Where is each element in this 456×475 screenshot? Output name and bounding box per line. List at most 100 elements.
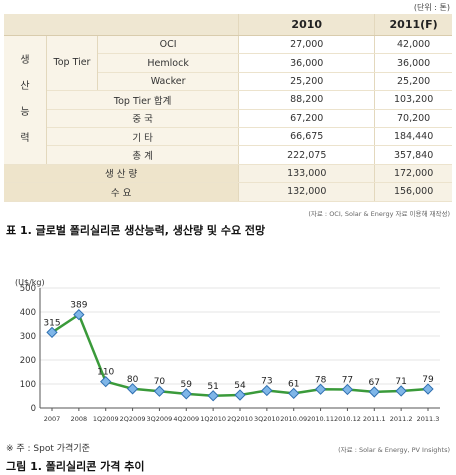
chart-caption: 그림 1. 폴리실리콘 가격 추이 — [6, 460, 145, 473]
table-header-row: 2010 2011(F) — [4, 14, 452, 36]
group-char: 력 — [20, 132, 30, 144]
cell-2010: 66,675 — [238, 127, 376, 147]
table-source: (자료 : OCI, Solar & Energy 자료 이용해 재작성) — [308, 210, 450, 218]
data-label: 315 — [43, 318, 60, 328]
data-label: 59 — [181, 380, 193, 390]
data-point — [234, 389, 246, 401]
header-2011: 2011(F) — [374, 14, 452, 36]
x-tick-label: 1Q2010 — [200, 415, 226, 423]
x-tick-label: 2010.11 — [307, 415, 334, 423]
top-tier-label: Top Tier — [46, 35, 98, 92]
data-point — [180, 388, 192, 400]
table-row: Wacker 25,200 25,200 — [4, 72, 452, 92]
x-tick-label: 2011.1 — [363, 415, 386, 423]
table-caption: 표 1. 글로벌 폴리실리콘 생산능력, 생산량 및 수요 전망 — [6, 224, 266, 237]
table-row: 생 산 량 133,000 172,000 — [4, 164, 452, 184]
data-point — [288, 387, 300, 400]
data-point — [341, 383, 354, 396]
data-point — [261, 384, 273, 397]
x-tick-label: 2011.3 — [417, 415, 440, 423]
cell-2011: 42,000 — [374, 35, 452, 55]
chart-source: (자료 : Solar & Energy, PV Insights) — [338, 446, 450, 454]
header-empty-cell — [4, 14, 240, 36]
data-label: 73 — [261, 376, 272, 386]
data-label: 61 — [288, 379, 299, 389]
row-label: 총 계 — [46, 145, 240, 165]
data-label: 77 — [342, 376, 353, 386]
y-tick-label: 0 — [31, 404, 36, 414]
x-tick-label: 1Q2009 — [93, 415, 119, 423]
cell-2010: 36,000 — [238, 53, 376, 73]
cell-2011: 25,200 — [374, 72, 452, 92]
cell-2010: 27,000 — [238, 35, 376, 55]
data-point — [395, 385, 407, 397]
cell-2011: 184,440 — [374, 127, 452, 147]
data-label: 389 — [70, 301, 87, 311]
x-tick-label: 3Q2009 — [147, 415, 173, 423]
data-point — [207, 390, 219, 402]
group-char: 생 — [20, 54, 30, 66]
data-label: 51 — [207, 382, 218, 392]
cell-2010: 25,200 — [238, 72, 376, 92]
group-char: 능 — [20, 106, 30, 118]
x-tick-label: 2007 — [44, 415, 61, 423]
header-2010: 2010 — [238, 14, 376, 36]
y-axis-label: (U$/kg) — [15, 278, 45, 287]
row-label: Hemlock — [97, 53, 240, 73]
cell-2011: 357,840 — [374, 145, 452, 165]
chart-note: ※ 주 : Spot 가격기준 — [6, 444, 90, 454]
x-tick-label: 4Q2009 — [173, 415, 199, 423]
capacity-table: 2010 2011(F) 생 산 능 력 Top Tier OCI 27,000… — [4, 14, 452, 202]
y-tick-label: 200 — [20, 356, 36, 366]
table-row: 총 계 222,075 357,840 — [4, 145, 452, 165]
data-label: 67 — [369, 378, 380, 388]
cell-2010: 67,200 — [238, 109, 376, 128]
cell-2010: 88,200 — [238, 90, 376, 110]
table-row: Top Tier 합계 88,200 103,200 — [4, 90, 452, 110]
data-point — [126, 383, 139, 395]
cell-2011: 172,000 — [374, 164, 452, 184]
cell-2010: 132,000 — [238, 182, 376, 202]
cell-2011: 70,200 — [374, 109, 452, 128]
data-point — [153, 385, 166, 397]
x-tick-label: 2Q2009 — [120, 415, 146, 423]
row-label: 생 산 량 — [4, 164, 240, 184]
data-label: 80 — [127, 375, 139, 385]
x-tick-label: 3Q2010 — [254, 415, 280, 423]
group-label-capacity: 생 산 능 력 — [4, 35, 47, 165]
x-tick-label: 2010.09 — [280, 415, 307, 423]
row-label: Wacker — [97, 72, 240, 92]
unit-note: (단위 : 톤) — [413, 3, 450, 12]
x-tick-label: 2008 — [71, 415, 88, 423]
data-point — [73, 308, 85, 321]
data-label: 54 — [234, 381, 246, 391]
row-label: 기 타 — [46, 127, 240, 147]
cell-2010: 133,000 — [238, 164, 376, 184]
cell-2011: 156,000 — [374, 182, 452, 202]
data-label: 70 — [154, 377, 166, 387]
y-tick-label: 300 — [20, 332, 36, 342]
data-label: 78 — [315, 375, 327, 385]
cell-2011: 36,000 — [374, 53, 452, 73]
data-point — [100, 375, 112, 388]
row-label: OCI — [97, 35, 240, 55]
data-point — [368, 386, 380, 398]
data-label: 71 — [395, 377, 406, 387]
x-tick-label: 2Q2010 — [227, 415, 253, 423]
row-label: Top Tier 합계 — [46, 90, 240, 110]
table-row: 기 타 66,675 184,440 — [4, 127, 452, 147]
y-tick-label: 500 — [20, 284, 36, 294]
data-label: 79 — [422, 375, 434, 385]
row-label: 수 요 — [4, 182, 240, 202]
data-point — [46, 326, 58, 339]
y-tick-label: 100 — [20, 380, 36, 390]
group-char: 산 — [20, 80, 30, 92]
data-point — [422, 383, 434, 395]
row-label: 중 국 — [46, 109, 240, 128]
data-label: 110 — [97, 368, 114, 378]
table-row: 중 국 67,200 70,200 — [4, 109, 452, 128]
table-row: 수 요 132,000 156,000 — [4, 182, 452, 202]
cell-2010: 222,075 — [238, 145, 376, 165]
table-row: Hemlock 36,000 36,000 — [4, 53, 452, 73]
